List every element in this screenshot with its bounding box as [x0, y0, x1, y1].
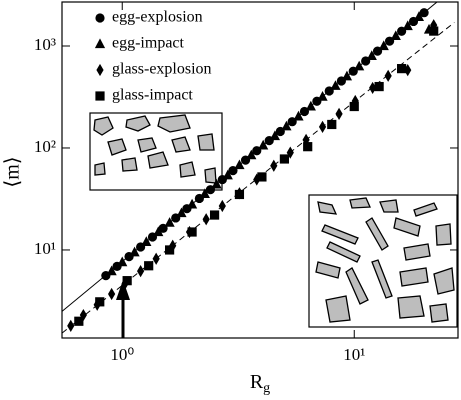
point: [152, 252, 160, 265]
point: [269, 130, 281, 141]
point: [293, 110, 304, 121]
point: [419, 8, 429, 18]
legend-marker: [96, 63, 104, 77]
point: [106, 265, 117, 276]
point: [402, 20, 413, 31]
point: [144, 261, 154, 271]
inset-right: [308, 194, 458, 328]
point: [378, 40, 389, 51]
legend-label: glass-impact: [112, 87, 193, 104]
x-axis-label-main: R: [250, 371, 264, 393]
point: [354, 60, 365, 71]
point: [137, 265, 145, 278]
point: [374, 81, 384, 92]
point: [397, 64, 407, 74]
y-tick-label: 10²: [34, 137, 56, 156]
point: [369, 81, 377, 95]
point: [279, 154, 290, 164]
legend-label: egg-explosion: [112, 9, 203, 26]
point: [258, 139, 269, 150]
point: [67, 319, 75, 333]
point: [366, 50, 377, 60]
x-axis-label-sub: g: [263, 381, 270, 396]
point: [234, 189, 245, 200]
plot-frame: [61, 1, 459, 339]
y-tick-label: 10³: [34, 35, 56, 54]
point: [117, 256, 128, 267]
point: [199, 188, 210, 198]
point: [303, 142, 313, 152]
plot-area: [62, 2, 455, 334]
point: [246, 149, 257, 160]
point: [335, 107, 343, 120]
point: [153, 226, 164, 237]
point: [270, 159, 278, 172]
point: [186, 198, 198, 209]
point: [404, 64, 412, 77]
point: [318, 120, 327, 133]
point: [74, 316, 84, 326]
point: [211, 178, 222, 189]
point: [305, 100, 316, 111]
legend-label: egg-impact: [112, 35, 185, 52]
point: [330, 80, 341, 90]
point: [341, 70, 353, 81]
legend-marker: [95, 13, 105, 23]
point: [122, 276, 132, 286]
y-tick-label: 10¹: [34, 239, 56, 258]
point: [164, 217, 175, 227]
point: [187, 227, 197, 237]
point: [202, 213, 210, 226]
point: [222, 169, 233, 180]
point: [281, 120, 292, 131]
point: [141, 236, 152, 246]
point: [257, 172, 267, 182]
x-axis-label: Rg: [250, 371, 270, 397]
point: [317, 90, 328, 101]
point: [327, 119, 337, 130]
point: [209, 210, 220, 220]
legend-marker: [94, 38, 106, 49]
inset-left: [89, 112, 223, 191]
point: [176, 207, 187, 218]
y-axis-label: ⟨m⟩: [2, 156, 24, 187]
point: [349, 101, 359, 112]
point: [218, 199, 226, 213]
legend-label: glass-explosion: [112, 61, 212, 78]
point: [234, 159, 245, 170]
x-tick-label: 10⁰: [110, 345, 134, 364]
point: [129, 246, 140, 257]
point: [390, 30, 401, 41]
point: [95, 297, 105, 307]
point: [384, 69, 392, 82]
point: [108, 287, 116, 301]
point: [164, 245, 175, 255]
point: [286, 146, 294, 159]
legend-marker: [95, 91, 105, 101]
arrow: [116, 280, 130, 338]
point: [413, 11, 425, 21]
x-tick-label: 10¹: [343, 345, 365, 364]
point: [429, 26, 439, 36]
